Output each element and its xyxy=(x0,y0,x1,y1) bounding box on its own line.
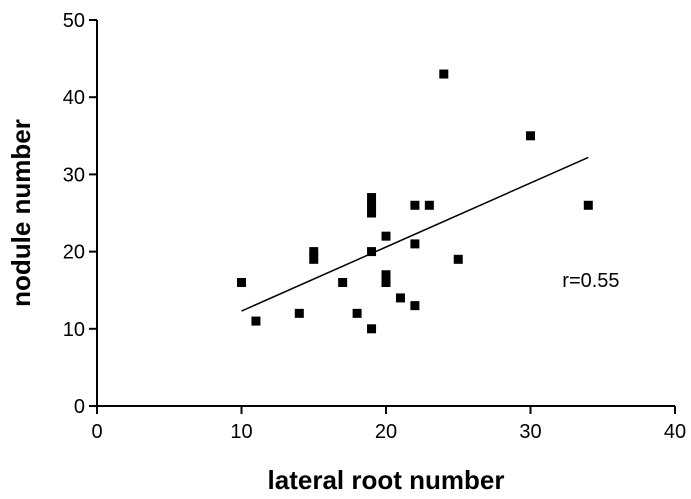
y-tick-label: 0 xyxy=(74,396,85,418)
data-point xyxy=(294,308,304,318)
data-point xyxy=(309,247,319,257)
data-point xyxy=(367,247,377,257)
data-point xyxy=(367,208,377,218)
data-point xyxy=(367,324,377,334)
data-point xyxy=(237,277,246,287)
y-tick-label: 50 xyxy=(63,10,85,32)
data-point xyxy=(453,254,463,264)
data-point xyxy=(367,200,377,210)
data-point xyxy=(410,200,420,210)
x-tick-label: 10 xyxy=(230,421,252,443)
regression-line xyxy=(241,156,589,312)
data-point xyxy=(367,193,377,203)
data-point xyxy=(410,239,420,249)
y-tick-label: 30 xyxy=(63,164,85,186)
data-point xyxy=(381,277,391,287)
x-axis-ticks: 0 10 20 30 40 xyxy=(91,406,686,443)
data-point xyxy=(338,277,348,287)
data-point xyxy=(381,270,391,280)
plot-area: 0 10 20 30 40 50 0 10 20 30 40 r=0.55 xyxy=(63,10,686,443)
data-point xyxy=(526,131,535,141)
data-point xyxy=(251,316,261,326)
data-point xyxy=(352,308,362,318)
data-point xyxy=(309,254,319,264)
annotations: r=0.55 xyxy=(562,270,619,292)
y-axis-ticks: 0 10 20 30 40 50 xyxy=(63,10,97,418)
data-point xyxy=(395,293,405,303)
y-axis-title: nodule number xyxy=(6,119,36,307)
data-points xyxy=(237,69,593,334)
y-tick-label: 40 xyxy=(63,87,85,109)
x-axis-title: lateral root number xyxy=(268,465,505,495)
data-point xyxy=(583,200,593,210)
y-tick-label: 10 xyxy=(63,319,85,341)
x-tick-label: 0 xyxy=(91,421,102,443)
x-tick-label: 20 xyxy=(375,421,397,443)
data-point xyxy=(381,231,391,241)
correlation-annotation: r=0.55 xyxy=(562,270,619,292)
x-tick-label: 30 xyxy=(519,421,541,443)
y-tick-label: 20 xyxy=(63,242,85,264)
data-point xyxy=(424,200,434,210)
x-tick-label: 40 xyxy=(664,421,686,443)
data-point xyxy=(439,69,449,79)
data-point xyxy=(410,301,420,311)
